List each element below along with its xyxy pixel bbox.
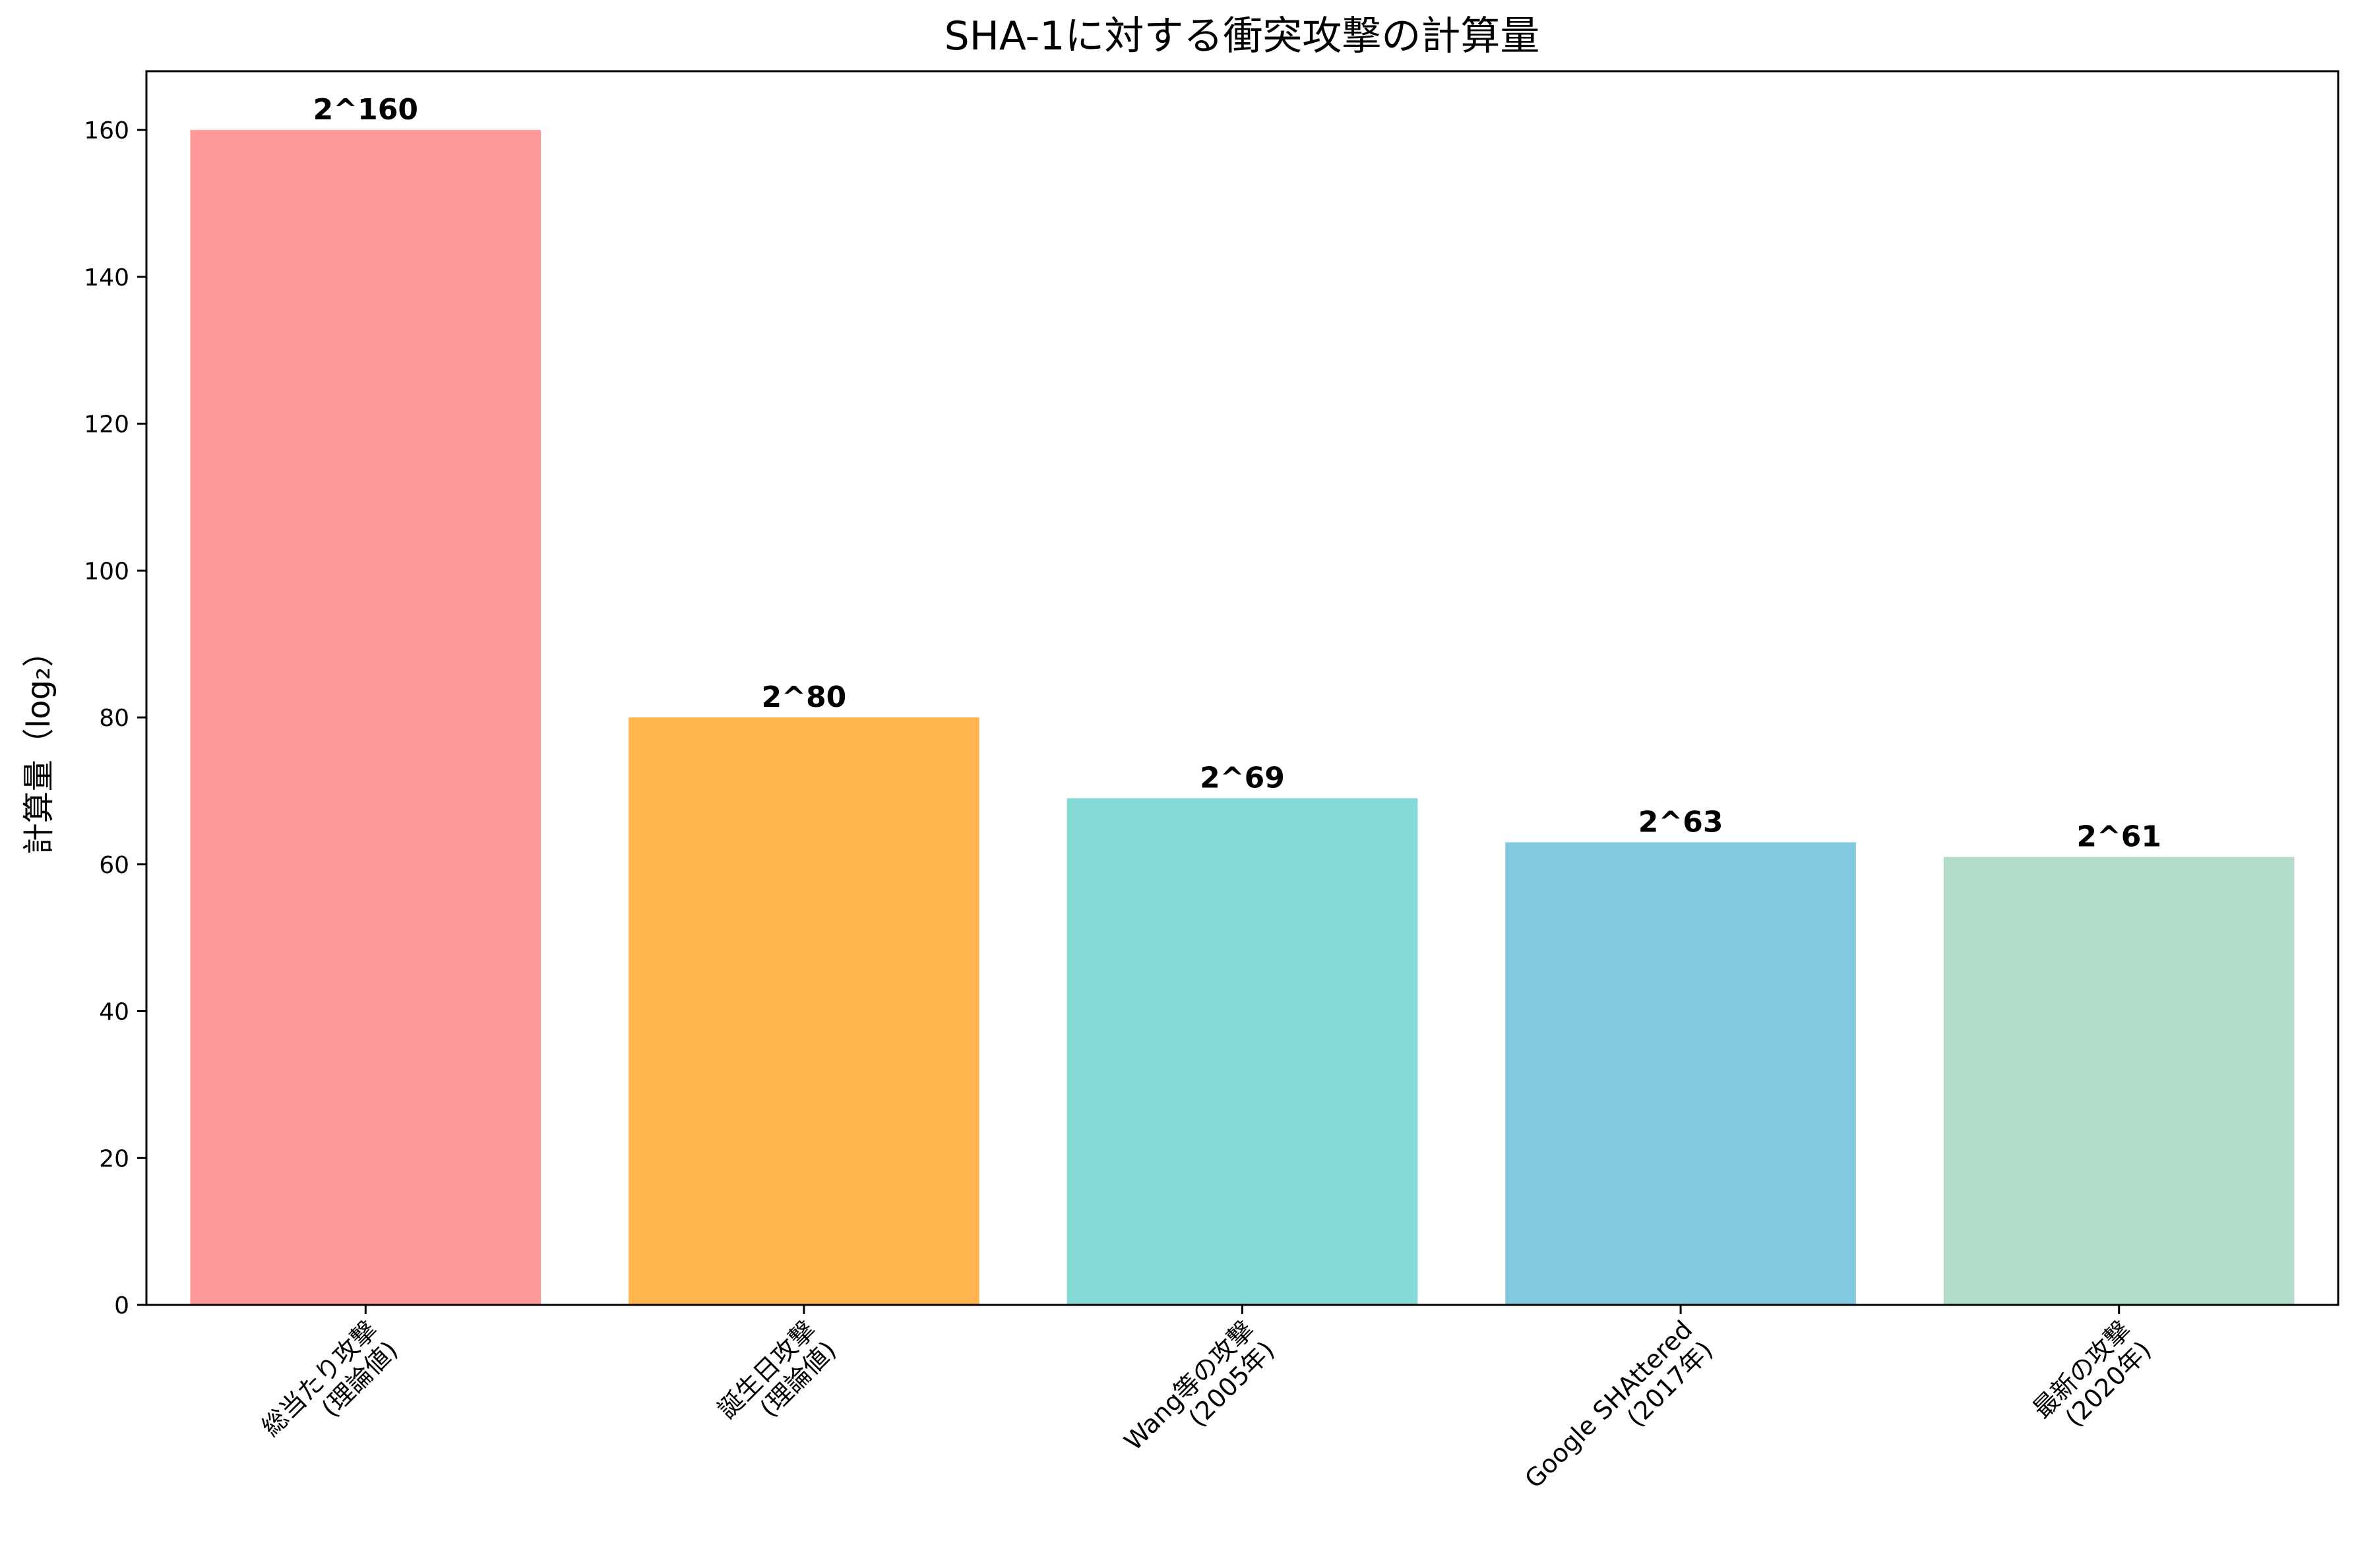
x-tick-label-line: Google SHAttered — [1519, 1315, 1698, 1493]
bar — [1505, 842, 1856, 1305]
bar-value-label: 2^61 — [2076, 820, 2161, 854]
bar — [629, 717, 979, 1305]
x-tick-label: 最新の攻撃(2020年) — [2028, 1315, 2157, 1444]
y-axis-label: 計算量（log₂） — [20, 636, 57, 855]
y-tick-label: 60 — [99, 852, 129, 879]
x-tick-label: 誕生日攻撃(理論値) — [712, 1315, 842, 1444]
bar-value-label: 2^63 — [1638, 805, 1723, 839]
y-tick-label: 120 — [84, 411, 129, 438]
y-tick-label: 140 — [84, 264, 129, 291]
bar-value-label: 2^80 — [762, 680, 847, 714]
x-tick-label: 総当たり攻撃(理論値) — [256, 1315, 403, 1462]
bar-value-label: 2^69 — [1200, 762, 1285, 795]
y-tick-label: 80 — [99, 705, 129, 732]
y-tick-label: 20 — [99, 1145, 129, 1172]
bar — [1943, 857, 2295, 1305]
plot-area-group: 2^160 2^80 2^69 2^63 2^61 0 20 40 60 80 100 120 140 1… — [84, 70, 2339, 1514]
bar — [190, 130, 542, 1306]
x-tick-label: Wang等の攻撃(2005年) — [1119, 1315, 1280, 1476]
x-tick-label: Google SHAttered(2017年) — [1519, 1315, 1718, 1514]
y-tick-label: 160 — [84, 117, 129, 144]
y-tick-label: 100 — [84, 558, 129, 585]
chart-title: SHA-1に対する衝突攻撃の計算量 — [945, 13, 1540, 59]
y-tick-label: 40 — [99, 999, 129, 1026]
bar-value-label: 2^160 — [313, 93, 418, 127]
y-tick-label: 0 — [114, 1292, 129, 1319]
bar — [1067, 798, 1418, 1305]
